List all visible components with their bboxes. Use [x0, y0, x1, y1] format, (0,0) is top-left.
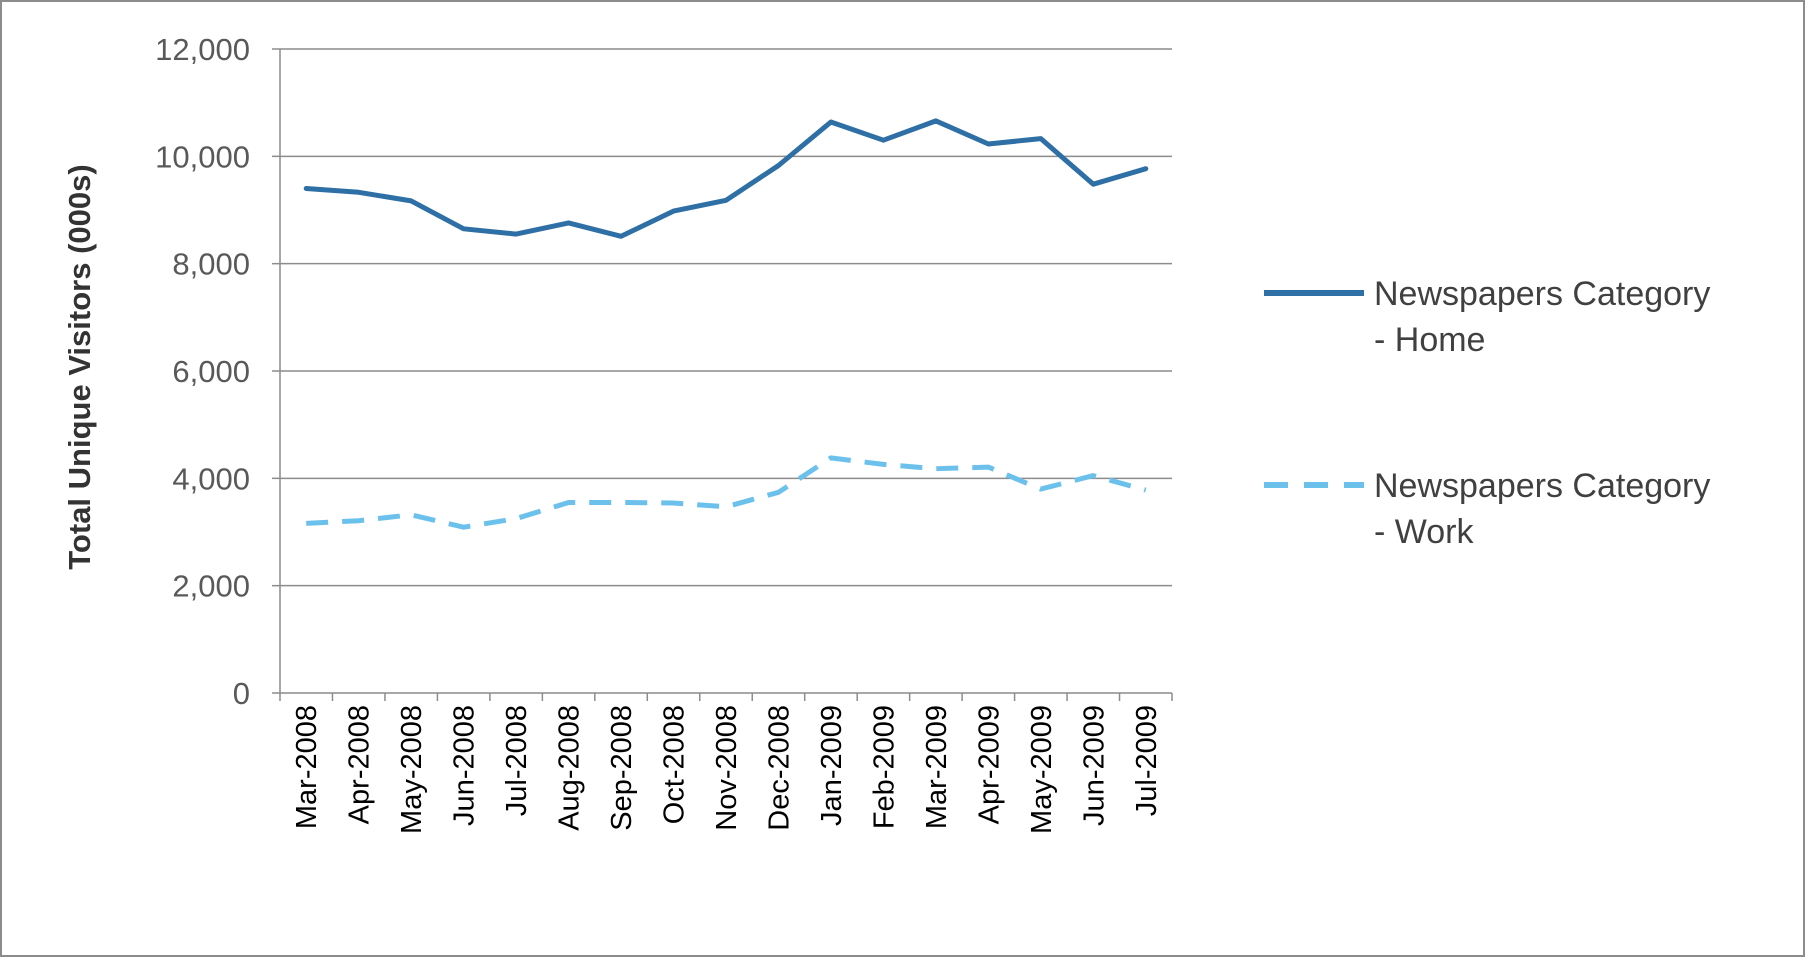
- series-line-1: [303, 118, 1149, 239]
- y-tick-label: 4,000: [172, 461, 250, 496]
- x-tick-label: Jan-2009: [816, 705, 848, 826]
- legend-label: - Work: [1374, 513, 1474, 551]
- x-tick-label: Feb-2009: [868, 705, 900, 829]
- y-tick-label: 10,000: [155, 139, 250, 174]
- x-tick-label: Jul-2009: [1131, 705, 1163, 816]
- axes: [272, 48, 1173, 701]
- x-tick-label: Jul-2008: [501, 705, 533, 816]
- x-tick-label: Dec-2008: [763, 705, 795, 831]
- x-tick-label: Apr-2009: [973, 705, 1005, 824]
- y-tick-label: 2,000: [172, 569, 250, 604]
- x-tick-label: Apr-2008: [344, 705, 376, 824]
- x-tick-label: Jun-2009: [1078, 705, 1110, 826]
- y-axis-label: Total Unique Visitors (000s): [62, 164, 97, 569]
- y-tick-labels: 0 2,000 4,000 6,000 8,000 10,000 12,000: [155, 32, 250, 711]
- legend: Newspapers Category - Home Newspapers Cate…: [1264, 275, 1710, 551]
- x-tick-label: Mar-2009: [921, 705, 953, 829]
- legend-label: Newspapers Category: [1374, 275, 1710, 313]
- x-tick-labels: Mar-2008 Apr-2008 May-2008 Jun-2008 Jul-2008…: [291, 705, 1163, 834]
- series-lines: [303, 118, 1149, 530]
- y-tick-label: 12,000: [155, 32, 250, 67]
- x-tick-label: May-2009: [1026, 705, 1058, 834]
- x-tick-label: Jun-2008: [449, 705, 481, 826]
- x-tick-label: Sep-2008: [606, 705, 638, 831]
- y-tick-label: 8,000: [172, 247, 250, 282]
- x-tick-label: Mar-2008: [291, 705, 323, 829]
- x-tick-label: Nov-2008: [711, 705, 743, 831]
- x-tick-label: Aug-2008: [554, 705, 586, 831]
- legend-label: - Home: [1374, 321, 1485, 359]
- legend-label: Newspapers Category: [1374, 467, 1710, 505]
- x-tick-label: May-2008: [396, 705, 428, 834]
- x-tick-label: Oct-2008: [659, 705, 691, 824]
- y-tick-label: 6,000: [172, 354, 250, 389]
- y-tick-label: 0: [233, 676, 250, 711]
- gridlines: [280, 48, 1172, 587]
- series-line-2: [306, 455, 1147, 530]
